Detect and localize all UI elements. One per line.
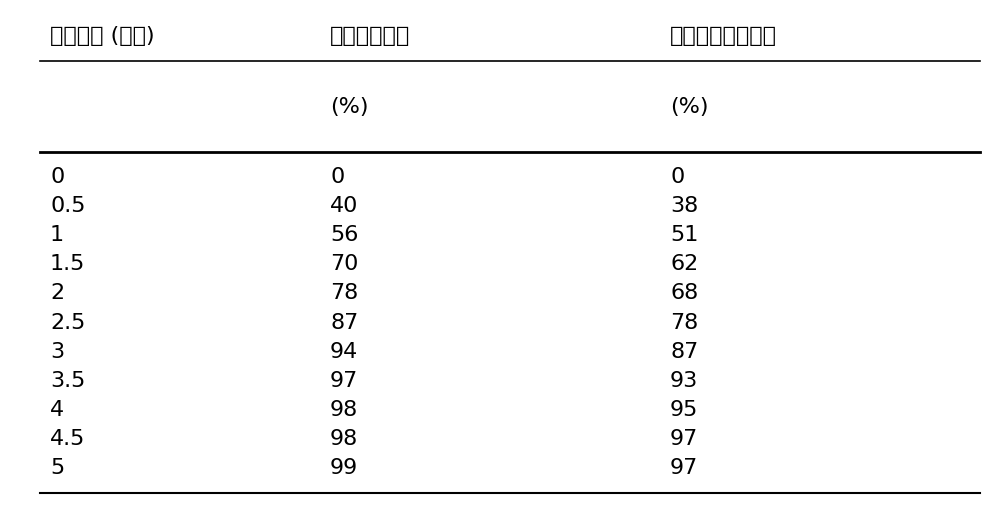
- Text: 第一次降解率: 第一次降解率: [330, 25, 410, 46]
- Text: 51: 51: [670, 225, 698, 245]
- Text: 0.5: 0.5: [50, 196, 86, 216]
- Text: 1.5: 1.5: [50, 255, 85, 274]
- Text: 0: 0: [670, 167, 684, 187]
- Text: 4: 4: [50, 400, 64, 420]
- Text: 5: 5: [50, 458, 64, 478]
- Text: 0: 0: [50, 167, 64, 187]
- Text: 98: 98: [330, 400, 358, 420]
- Text: (%): (%): [670, 97, 708, 117]
- Text: 97: 97: [670, 429, 698, 449]
- Text: 3: 3: [50, 342, 64, 362]
- Text: 97: 97: [330, 371, 358, 391]
- Text: 0: 0: [330, 167, 344, 187]
- Text: 93: 93: [670, 371, 698, 391]
- Text: 重复第八次降解率: 重复第八次降解率: [670, 25, 777, 46]
- Text: 56: 56: [330, 225, 358, 245]
- Text: 99: 99: [330, 458, 358, 478]
- Text: 78: 78: [670, 312, 698, 333]
- Text: 40: 40: [330, 196, 358, 216]
- Text: (%): (%): [330, 97, 368, 117]
- Text: 1: 1: [50, 225, 64, 245]
- Text: 2.5: 2.5: [50, 312, 85, 333]
- Text: 4.5: 4.5: [50, 429, 85, 449]
- Text: 87: 87: [330, 312, 358, 333]
- Text: 38: 38: [670, 196, 698, 216]
- Text: 95: 95: [670, 400, 698, 420]
- Text: 78: 78: [330, 283, 358, 303]
- Text: 70: 70: [330, 255, 358, 274]
- Text: 87: 87: [670, 342, 698, 362]
- Text: 97: 97: [670, 458, 698, 478]
- Text: 94: 94: [330, 342, 358, 362]
- Text: 3.5: 3.5: [50, 371, 85, 391]
- Text: 2: 2: [50, 283, 64, 303]
- Text: 62: 62: [670, 255, 698, 274]
- Text: 68: 68: [670, 283, 698, 303]
- Text: 98: 98: [330, 429, 358, 449]
- Text: 催化时间 (小时): 催化时间 (小时): [50, 25, 155, 46]
